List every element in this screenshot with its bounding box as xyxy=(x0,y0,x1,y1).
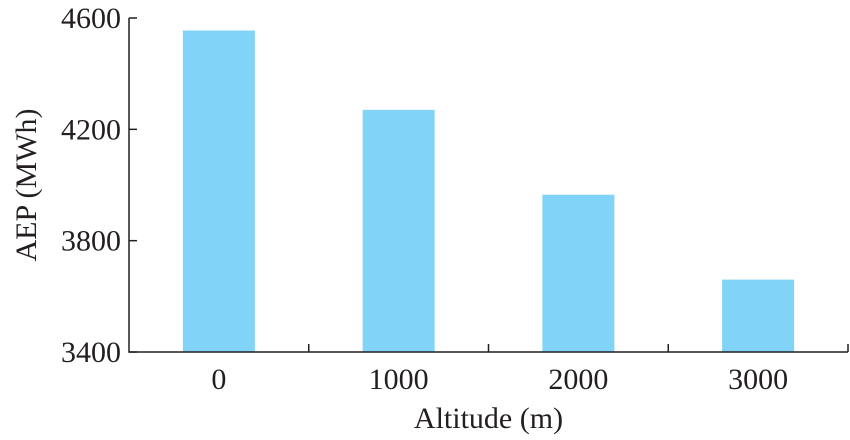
x-tick-label: 2000 xyxy=(548,363,608,396)
y-tick-label: 4600 xyxy=(61,2,121,35)
x-axis-label: Altitude (m) xyxy=(414,402,563,435)
bars-group xyxy=(182,30,795,353)
x-tick-label: 3000 xyxy=(728,363,788,396)
x-ticks-group: 0 1000 2000 3000 xyxy=(211,344,849,396)
x-tick-label: 1000 xyxy=(369,363,429,396)
x-tick-label: 0 xyxy=(211,363,226,396)
bar-2000 xyxy=(542,194,615,352)
bar-0 xyxy=(182,30,255,353)
y-tick-label: 3400 xyxy=(61,336,121,369)
y-tick-label: 4200 xyxy=(61,113,121,146)
y-tick-label: 3800 xyxy=(61,225,121,258)
bar-1000 xyxy=(362,109,435,352)
y-ticks-group: 3400 3800 4200 4600 xyxy=(61,2,137,369)
bar-3000 xyxy=(722,279,795,352)
y-axis-label: AEP (MWh) xyxy=(10,108,43,261)
